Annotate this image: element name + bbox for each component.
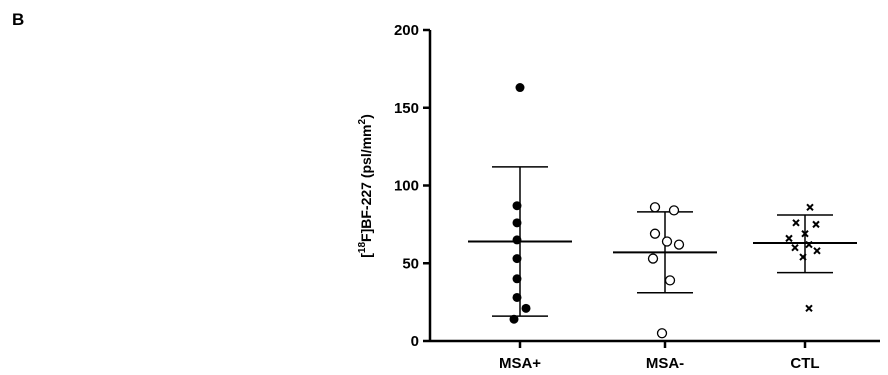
axes bbox=[428, 30, 880, 343]
data-point bbox=[649, 228, 661, 239]
y-axis-label: [18F]BF-227 (psl/mm2) bbox=[357, 114, 374, 258]
y-tick-label: 100 bbox=[394, 178, 419, 195]
data-point bbox=[806, 203, 814, 211]
x-ticks: MSA+ MSA- CTL bbox=[499, 341, 820, 372]
series-CTL bbox=[753, 203, 857, 313]
plot-area bbox=[468, 83, 857, 339]
y-tick-label: 50 bbox=[402, 255, 419, 272]
y-tick-label: 0 bbox=[411, 333, 419, 350]
data-point bbox=[668, 205, 680, 216]
data-point bbox=[791, 243, 799, 252]
data-point bbox=[792, 219, 800, 227]
data-point bbox=[661, 236, 673, 247]
series-MSA- bbox=[613, 202, 717, 339]
data-point bbox=[813, 247, 821, 255]
y-label-main: F]BF-227 (psl/mm bbox=[358, 124, 374, 241]
data-point bbox=[512, 235, 522, 245]
data-point bbox=[512, 201, 522, 211]
data-point bbox=[656, 328, 668, 339]
data-point bbox=[647, 253, 659, 264]
series-MSA+ bbox=[468, 83, 572, 324]
data-point bbox=[649, 202, 661, 213]
data-point bbox=[805, 304, 813, 313]
y-label-bracket: [ bbox=[358, 253, 374, 258]
x-tick-label: MSA+ bbox=[499, 355, 541, 372]
y-label-close: ) bbox=[358, 114, 374, 119]
x-tick-label: CTL bbox=[790, 355, 819, 372]
y-ticks: 0 50 100 150 200 bbox=[394, 22, 430, 350]
data-point bbox=[785, 234, 793, 243]
data-point bbox=[812, 220, 820, 229]
data-point bbox=[673, 239, 685, 250]
y-label-superscript: 18 bbox=[357, 242, 368, 254]
y-tick-label: 150 bbox=[394, 100, 419, 117]
data-point bbox=[805, 240, 813, 249]
data-point bbox=[512, 292, 522, 302]
data-point bbox=[515, 83, 525, 93]
y-tick-label: 200 bbox=[394, 22, 419, 39]
data-point bbox=[512, 254, 522, 264]
data-point bbox=[521, 303, 531, 313]
data-point bbox=[512, 218, 522, 228]
data-point bbox=[664, 275, 676, 286]
data-point bbox=[799, 253, 807, 261]
panel-label: B bbox=[12, 10, 25, 29]
y-axis-label-group: [18F]BF-227 (psl/mm2) bbox=[357, 114, 374, 258]
data-point bbox=[509, 314, 519, 324]
data-point bbox=[512, 274, 522, 284]
x-tick-label: MSA- bbox=[646, 355, 684, 372]
y-label-unit-sup: 2 bbox=[357, 118, 368, 124]
data-point bbox=[801, 229, 809, 238]
